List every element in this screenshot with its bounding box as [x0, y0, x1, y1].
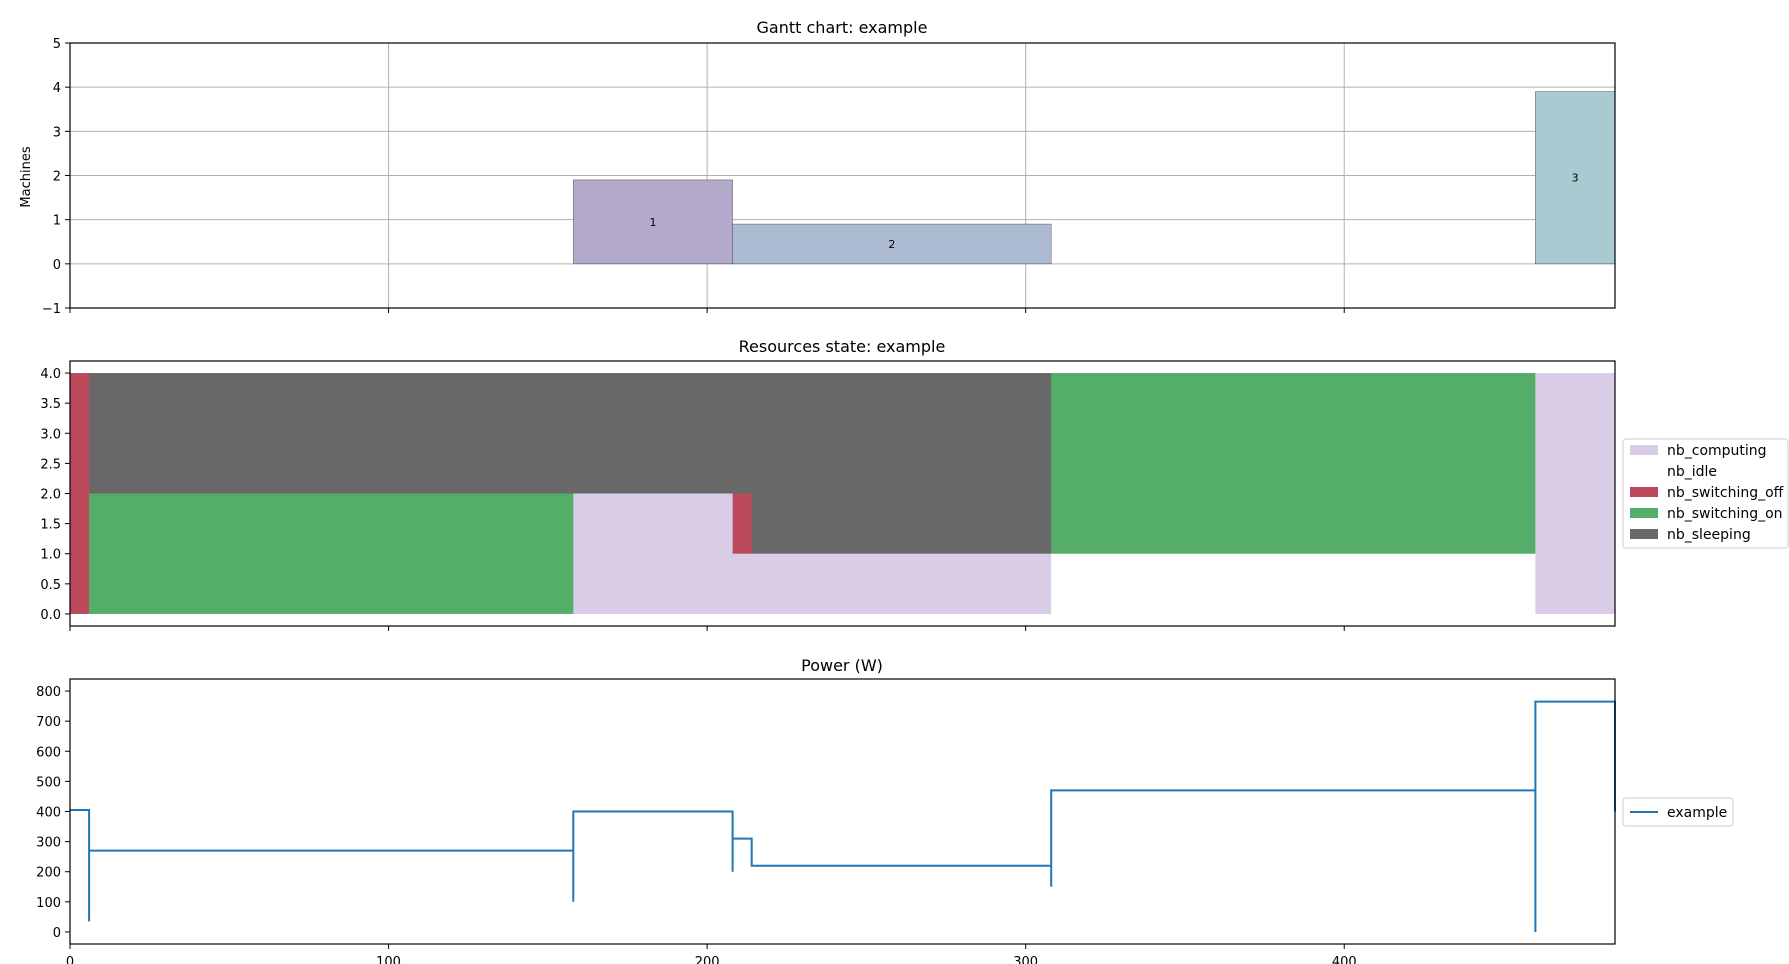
power-series-line [70, 700, 1616, 932]
y-tick-label: 5 [53, 37, 61, 52]
job-bar [732, 223, 1052, 265]
job-label: 2 [888, 238, 895, 251]
y-tick-label: 1 [53, 214, 61, 229]
y-tick-label: 0 [53, 926, 61, 941]
gantt-grid [69, 42, 1615, 309]
gantt-panel: Gantt chart: example Machines 1 2 3 −1 0 1 2 3… [19, 18, 1616, 317]
legend-label: example [1667, 805, 1727, 821]
resources-areas [70, 373, 1616, 614]
resources-title: Resources state: example [739, 337, 946, 356]
power-panel: Power (W) 0 100 200 300 400 500 600 700 800 0 100… [36, 656, 1734, 964]
resources-legend: nb_computing nb_idle nb_switching_off nb_sw… [1622, 438, 1789, 549]
power-y-ticks: 0 100 200 300 400 500 600 700 800 [36, 685, 70, 941]
resources-frame [69, 360, 1616, 627]
y-tick-label: 100 [36, 896, 61, 911]
y-tick-label: 2 [53, 170, 61, 185]
power-title: Power (W) [801, 656, 883, 675]
state-area-nb-sleeping [573, 373, 733, 494]
legend-label: nb_switching_on [1667, 506, 1783, 522]
state-area-nb-sleeping [89, 373, 574, 494]
y-tick-label: 3 [53, 125, 61, 140]
state-area-nb-switching-off [732, 493, 753, 554]
state-area-nb-sleeping [732, 373, 753, 494]
y-tick-label: 500 [36, 775, 61, 790]
resources-x-ticks [69, 626, 1345, 631]
legend-swatch [1630, 466, 1658, 476]
y-tick-label: 200 [36, 866, 61, 881]
y-tick-label: 4.0 [40, 367, 61, 382]
y-tick-label: 0 [53, 258, 61, 273]
gantt-jobs: 1 2 3 [573, 91, 1616, 265]
state-area-nb-computing [732, 553, 753, 614]
y-tick-label: 700 [36, 715, 61, 730]
resources-legend-box [1622, 438, 1789, 549]
y-tick-label: 3.0 [40, 427, 61, 442]
state-area-nb-computing [751, 553, 1052, 614]
y-tick-label: 1.5 [40, 518, 61, 533]
gantt-ylabel: Machines [19, 146, 34, 207]
y-tick-label: −1 [42, 302, 61, 317]
x-tick-label: 400 [1332, 955, 1357, 964]
power-legend: example [1622, 797, 1734, 827]
y-tick-label: 4 [53, 81, 61, 96]
legend-swatch [1630, 445, 1658, 455]
resources-y-ticks: 0.0 0.5 1.0 1.5 2.0 2.5 3.0 3.5 4.0 [40, 367, 70, 623]
legend-label: nb_computing [1667, 443, 1767, 459]
state-area-nb-switching-on [89, 493, 574, 614]
state-area-nb-sleeping [751, 373, 1052, 554]
legend-swatch [1630, 487, 1658, 497]
job-bar [1535, 91, 1616, 265]
power-x-ticks: 0 100 200 300 400 [66, 944, 1357, 964]
y-tick-label: 0.5 [40, 578, 61, 593]
y-tick-label: 3.5 [40, 397, 61, 412]
job-bar [573, 179, 733, 265]
power-line [70, 700, 1616, 932]
x-tick-label: 100 [376, 955, 401, 964]
job-label: 1 [649, 216, 656, 229]
y-tick-label: 1.0 [40, 548, 61, 563]
state-area-nb-switching-on [1051, 373, 1536, 554]
x-tick-label: 0 [66, 955, 74, 964]
legend-swatch [1630, 529, 1658, 539]
gantt-frame [69, 42, 1616, 309]
y-tick-label: 2.0 [40, 488, 61, 503]
x-tick-label: 200 [695, 955, 720, 964]
y-tick-label: 0.0 [40, 608, 61, 623]
legend-label: nb_idle [1667, 464, 1717, 480]
job-label: 3 [1572, 172, 1579, 185]
y-tick-label: 800 [36, 685, 61, 700]
y-tick-label: 400 [36, 806, 61, 821]
gantt-x-ticks [69, 308, 1345, 313]
power-legend-box [1622, 797, 1734, 827]
power-frame [69, 678, 1616, 945]
state-area-nb-idle [1051, 553, 1536, 614]
state-area-nb-computing [1535, 373, 1616, 614]
state-area-nb-computing [573, 493, 733, 614]
state-area-nb-switching-off [70, 373, 90, 614]
legend-label: nb_sleeping [1667, 527, 1751, 543]
gantt-title: Gantt chart: example [757, 18, 928, 37]
legend-swatch [1630, 508, 1658, 518]
x-tick-label: 300 [1013, 955, 1038, 964]
y-tick-label: 600 [36, 745, 61, 760]
gantt-y-ticks: −1 0 1 2 3 4 5 [42, 37, 70, 317]
legend-label: nb_switching_off [1667, 485, 1784, 501]
resources-panel: Resources state: example 0.0 0.5 1.0 1.5 2.0… [40, 337, 1789, 631]
y-tick-label: 300 [36, 836, 61, 851]
y-tick-label: 2.5 [40, 457, 61, 472]
